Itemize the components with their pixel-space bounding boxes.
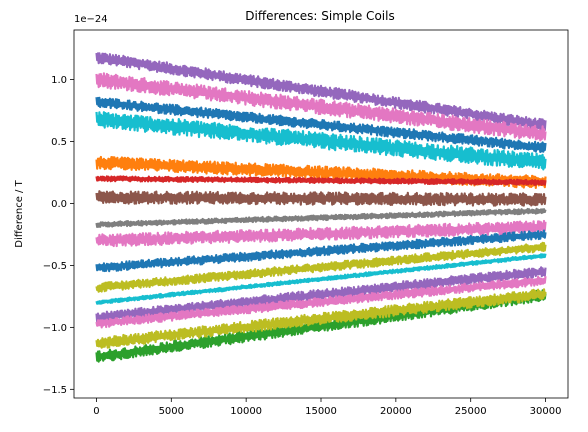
y-offset-label: 1e−24	[74, 14, 108, 25]
series-line-2	[95, 72, 547, 142]
series-line-4	[95, 111, 547, 171]
series-line-8	[95, 207, 547, 228]
series-line-12	[95, 253, 547, 305]
x-axis: 0 5000 10000 15000 20000 25000 30000	[93, 398, 561, 417]
x-tick-label: 15000	[305, 406, 337, 417]
x-tick-label: 5000	[159, 406, 184, 417]
chart-title: Differences: Simple Coils	[245, 9, 394, 23]
y-tick-label: 0.0	[51, 199, 67, 210]
x-tick-label: 10000	[230, 406, 262, 417]
series-line-1	[95, 52, 547, 132]
series-line-5	[95, 155, 547, 189]
x-tick-label: 30000	[530, 406, 562, 417]
series-line-11	[95, 241, 547, 293]
y-tick-label: −1.5	[43, 385, 67, 396]
plot-area	[95, 52, 547, 363]
x-tick-label: 20000	[380, 406, 412, 417]
y-axis: −1.5 −1.0 −0.5 0.0 0.5 1.0	[43, 75, 74, 396]
series-line-16	[95, 288, 547, 349]
series-line-7	[95, 190, 547, 207]
series-line-3	[95, 96, 547, 153]
y-axis-label: Difference / T	[14, 179, 25, 247]
x-tick-label: 25000	[455, 406, 487, 417]
y-tick-label: 0.5	[51, 137, 67, 148]
y-tick-label: −0.5	[43, 261, 67, 272]
series-line-6	[95, 175, 547, 186]
y-tick-label: 1.0	[51, 75, 67, 86]
series-line-14	[95, 275, 547, 329]
series-line-10	[95, 229, 547, 273]
series-line-13	[95, 266, 547, 323]
y-tick-label: −1.0	[43, 323, 67, 334]
series-line-9	[95, 219, 547, 248]
x-tick-label: 0	[93, 406, 99, 417]
